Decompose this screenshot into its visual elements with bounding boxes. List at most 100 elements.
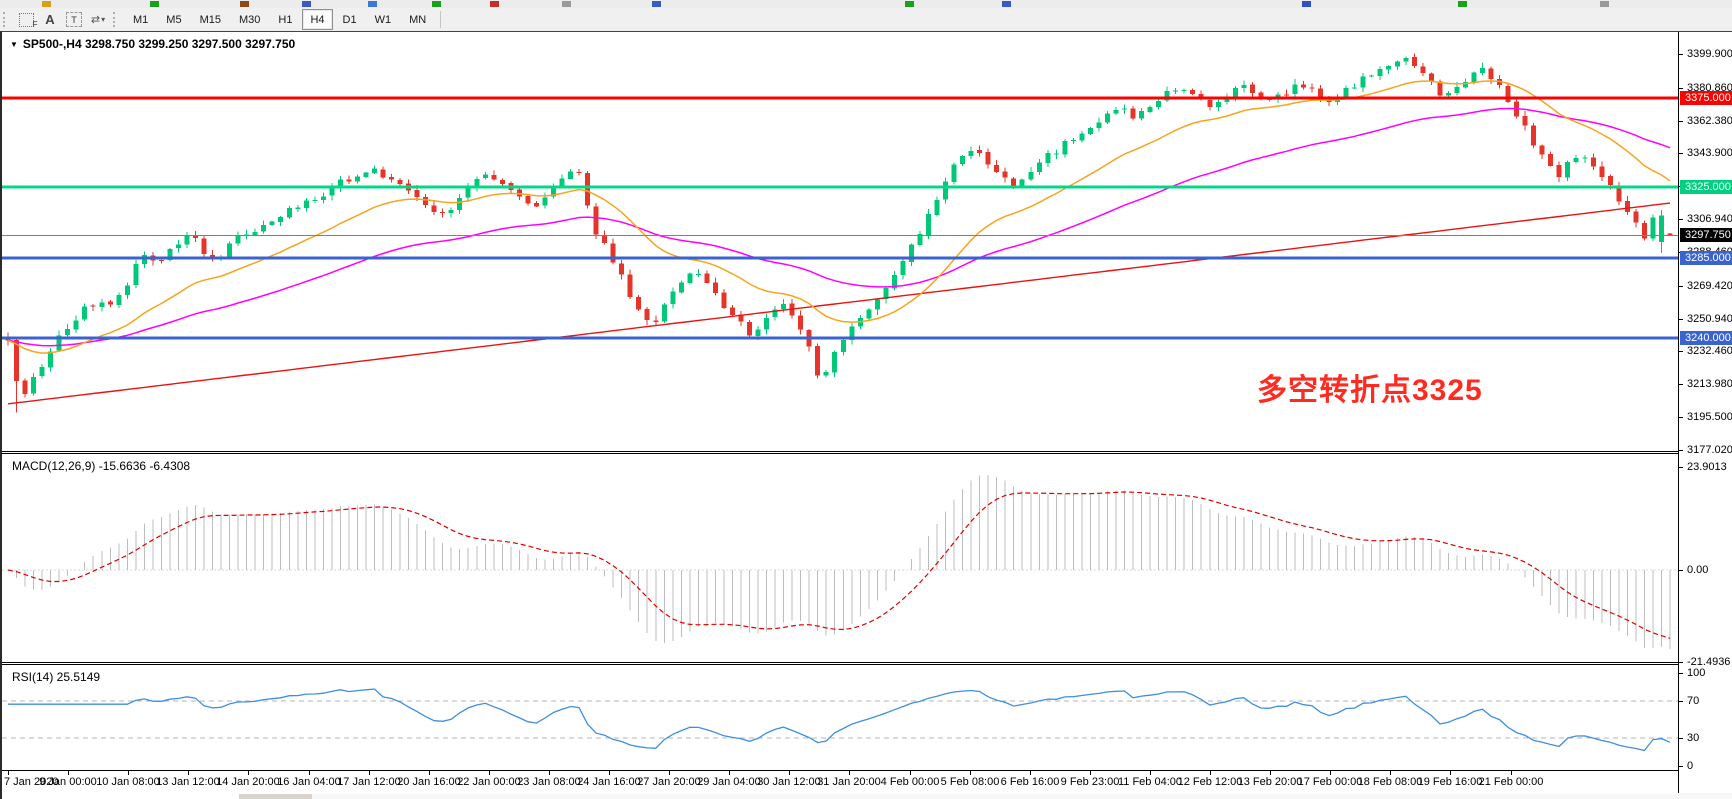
- price-axis-badge: 3285.000: [1680, 251, 1732, 265]
- macd-axis-label: 0.00: [1679, 563, 1708, 577]
- toolbar: F A T ⇄ ▾ M1 M5 M15 M30 H1 H4 D1 W1 MN: [0, 8, 1732, 32]
- time-axis-label: 17 Feb 00:00: [1297, 776, 1363, 788]
- time-axis[interactable]: 7 Jan 2020 9 Jan 00:00 10 Jan 08:00 13 Jan …: [2, 770, 1678, 794]
- time-tick: [1330, 771, 1331, 775]
- text-label-icon[interactable]: T: [62, 10, 86, 29]
- time-axis-label: 16 Jan 04:00: [277, 776, 341, 788]
- timeframe-button-w1[interactable]: W1: [374, 13, 392, 26]
- clipped-icon: [490, 1, 499, 7]
- letter-a-icon: A: [45, 12, 55, 27]
- clipped-tab-segment: [2, 793, 239, 799]
- time-tick: [68, 771, 69, 775]
- time-axis-label: 12 Feb 12:00: [1177, 776, 1243, 788]
- time-axis-label: 17 Jan 12:00: [337, 776, 401, 788]
- time-axis-label: 13 Feb 20:00: [1237, 776, 1303, 788]
- timeframe-button-m30[interactable]: M30: [238, 13, 261, 26]
- clipped-icon: [368, 1, 377, 7]
- toolbar-separator: [440, 11, 442, 28]
- clipped-tab-segment: [312, 793, 1732, 799]
- chart-title-text: SP500-,H4 3298.750 3299.250 3297.500 329…: [22, 37, 296, 51]
- clipped-icon: [1302, 1, 1311, 7]
- timeframe-button-mn[interactable]: MN: [409, 13, 427, 26]
- price-axis-label: 3195.500: [1679, 410, 1732, 424]
- symbol-dropdown-icon[interactable]: ▼: [10, 40, 18, 49]
- macd-axis-label: -21.4936: [1679, 655, 1730, 669]
- price-axis-label: 3213.980: [1679, 377, 1732, 391]
- rsi-label: RSI(14) 25.5149: [12, 670, 101, 684]
- timeframe-button-group: M1 M5 M15 M30 H1 H4 D1 W1 MN: [124, 9, 435, 30]
- time-axis-label: 23 Jan 08:00: [517, 776, 581, 788]
- price-axis[interactable]: 3399.9003380.8603362.3803343.9003325.420…: [1678, 32, 1732, 793]
- timeframe-button-h1[interactable]: H1: [278, 13, 293, 26]
- time-tick: [489, 771, 490, 775]
- time-tick: [729, 771, 730, 775]
- timeframe-button-m15[interactable]: M15: [199, 13, 221, 26]
- price-axis-label: 3306.940: [1679, 212, 1732, 226]
- time-tick: [8, 771, 9, 775]
- time-axis-label: 10 Jan 08:00: [96, 776, 160, 788]
- time-axis-label: 9 Feb 23:00: [1060, 776, 1120, 788]
- time-tick: [188, 771, 189, 775]
- timeframe-button-h4[interactable]: H4: [302, 9, 333, 30]
- time-tick: [429, 771, 430, 775]
- time-axis-label: 6 Feb 16:00: [1000, 776, 1060, 788]
- ma-fast-orange: [7, 80, 1671, 354]
- price-axis-label: 3343.900: [1679, 146, 1732, 160]
- time-tick: [1270, 771, 1271, 775]
- time-tick: [1090, 771, 1091, 775]
- clipped-icon: [1458, 1, 1467, 7]
- time-tick: [1450, 771, 1451, 775]
- macd-histogram: [16, 474, 1671, 649]
- time-tick: [1511, 771, 1512, 775]
- price-axis-label: 3232.460: [1679, 344, 1732, 358]
- dotted-grid-f-icon[interactable]: F: [14, 10, 38, 29]
- chevron-down-icon[interactable]: ▾: [101, 15, 106, 24]
- time-axis-label: 19 Feb 16:00: [1417, 776, 1483, 788]
- time-tick: [1030, 771, 1031, 775]
- price-axis-badge: 3297.750: [1680, 228, 1732, 242]
- time-tick: [248, 771, 249, 775]
- toolbar-grip: [3, 12, 10, 27]
- macd-panel[interactable]: [2, 454, 1678, 662]
- clipped-icon: [1600, 1, 1609, 7]
- price-axis-label: 3269.420: [1679, 279, 1732, 293]
- clipped-icon: [562, 1, 571, 7]
- time-axis-label: 9 Jan 00:00: [39, 776, 97, 788]
- time-tick: [849, 771, 850, 775]
- time-tick: [369, 771, 370, 775]
- main-price-panel[interactable]: [2, 34, 1678, 451]
- time-axis-label: 22 Jan 00:00: [457, 776, 521, 788]
- time-axis-label: 5 Feb 08:00: [940, 776, 1000, 788]
- clipped-icon: [652, 1, 661, 7]
- candles: [5, 53, 1673, 413]
- time-tick: [669, 771, 670, 775]
- dotted-grid-f-icon: F: [18, 12, 38, 29]
- price-axis-label: 3399.900: [1679, 47, 1732, 61]
- rsi-panel[interactable]: [2, 665, 1678, 770]
- timeframe-button-m1[interactable]: M1: [133, 13, 149, 26]
- rsi-axis-label: 30: [1679, 731, 1699, 745]
- price-axis-badge: 3240.000: [1680, 331, 1732, 345]
- clipped-icon: [150, 1, 159, 7]
- time-axis-label: 30 Jan 12:00: [757, 776, 821, 788]
- panel-separator[interactable]: [2, 451, 1678, 454]
- clipped-icon: [432, 1, 441, 7]
- time-axis-label: 27 Jan 20:00: [637, 776, 701, 788]
- letter-a-icon[interactable]: A: [38, 10, 62, 29]
- price-axis-badge: 3325.000: [1680, 180, 1732, 194]
- time-tick: [309, 771, 310, 775]
- clipped-icon: [240, 1, 249, 7]
- time-tick: [609, 771, 610, 775]
- time-axis-label: 13 Jan 12:00: [156, 776, 220, 788]
- ma-mid-magenta: [7, 107, 1671, 347]
- timeframe-button-m5[interactable]: M5: [166, 13, 182, 26]
- panel-separator[interactable]: [2, 662, 1678, 665]
- arrow-tools-icon[interactable]: ⇄ ▾: [86, 10, 110, 29]
- time-axis-label: 18 Feb 08:00: [1357, 776, 1423, 788]
- time-axis-label: 11 Feb 04:00: [1117, 776, 1183, 788]
- clipped-tab-segment: [239, 793, 312, 799]
- arrow-tools-icon: ⇄: [90, 14, 100, 26]
- time-axis-label: 4 Feb 00:00: [880, 776, 940, 788]
- timeframe-button-d1[interactable]: D1: [342, 13, 357, 26]
